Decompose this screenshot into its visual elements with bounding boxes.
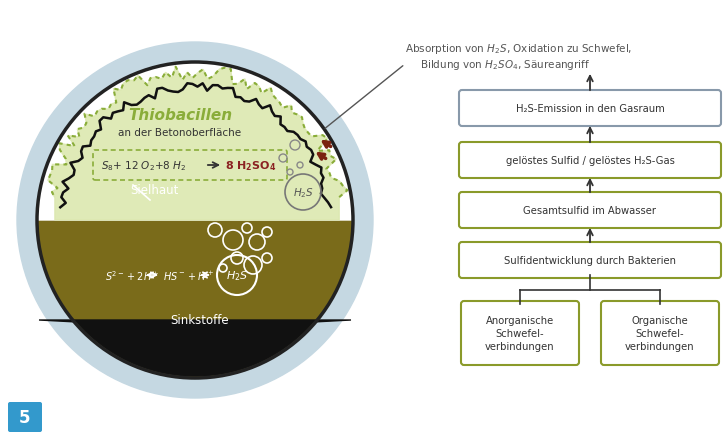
Polygon shape	[37, 63, 353, 220]
Text: $HS^-+H^+$: $HS^-+H^+$	[163, 269, 214, 282]
Text: Anorganische
Schwefel-
verbindungen: Anorganische Schwefel- verbindungen	[485, 315, 555, 351]
FancyBboxPatch shape	[459, 91, 721, 127]
Text: Bildung von $H_2SO_4$, Säureangriff: Bildung von $H_2SO_4$, Säureangriff	[420, 58, 590, 72]
Polygon shape	[39, 320, 351, 376]
FancyBboxPatch shape	[8, 402, 42, 432]
Text: Sinkstoffe: Sinkstoffe	[170, 314, 229, 327]
Text: Sulfidentwicklung durch Bakterien: Sulfidentwicklung durch Bakterien	[504, 255, 676, 265]
Polygon shape	[37, 220, 353, 378]
Text: Absorption von $H_2S$, Oxidation zu Schwefel,: Absorption von $H_2S$, Oxidation zu Schw…	[405, 42, 633, 56]
Circle shape	[37, 63, 353, 378]
Text: $S^{2-}+2H^+$: $S^{2-}+2H^+$	[105, 268, 159, 282]
FancyBboxPatch shape	[461, 301, 579, 365]
FancyBboxPatch shape	[601, 301, 719, 365]
Text: $\mathbf{8\ H_2SO_4}$: $\mathbf{8\ H_2SO_4}$	[225, 159, 276, 173]
Text: Sielhaut: Sielhaut	[130, 184, 178, 197]
Circle shape	[17, 43, 373, 398]
Text: Organische
Schwefel-
verbindungen: Organische Schwefel- verbindungen	[625, 315, 695, 351]
FancyBboxPatch shape	[459, 193, 721, 229]
Text: $H_2S$: $H_2S$	[226, 268, 248, 282]
Text: Gesamtsulfid im Abwasser: Gesamtsulfid im Abwasser	[523, 205, 657, 215]
Text: $H_2S$: $H_2S$	[293, 186, 314, 199]
Text: an der Betonoberfläche: an der Betonoberfläche	[119, 128, 242, 138]
Text: 5: 5	[19, 408, 31, 426]
Text: Thiobacillen: Thiobacillen	[128, 108, 232, 123]
Text: $S_8$+ 12 $O_2$+8 $H_2$: $S_8$+ 12 $O_2$+8 $H_2$	[101, 159, 186, 173]
FancyBboxPatch shape	[459, 243, 721, 279]
Polygon shape	[48, 67, 347, 220]
Text: H₂S-Emission in den Gasraum: H₂S-Emission in den Gasraum	[515, 104, 665, 114]
FancyBboxPatch shape	[459, 143, 721, 179]
Text: gelöstes Sulfid / gelöstes H₂S-Gas: gelöstes Sulfid / gelöstes H₂S-Gas	[505, 155, 674, 166]
